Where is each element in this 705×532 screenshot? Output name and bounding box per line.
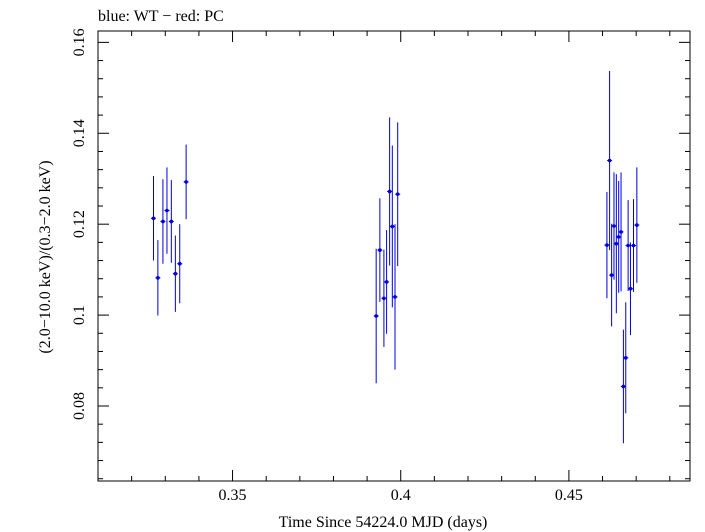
- point-marker: [169, 219, 174, 224]
- point-marker: [631, 243, 636, 248]
- data-point: [377, 198, 383, 302]
- point-marker: [161, 219, 165, 224]
- data-point: [177, 224, 183, 304]
- data-point: [607, 71, 613, 251]
- data-point: [616, 181, 622, 293]
- point-marker: [390, 224, 395, 229]
- point-marker: [177, 261, 182, 266]
- x-tick-label: 0.4: [391, 487, 411, 504]
- point-marker: [382, 296, 386, 301]
- y-tick-label: 0.14: [71, 119, 88, 147]
- data-point: [618, 172, 624, 292]
- data-point: [613, 174, 619, 314]
- y-tick-label: 0.1: [71, 305, 88, 325]
- plot-frame: [97, 30, 691, 482]
- point-marker: [374, 314, 378, 318]
- chart-title: blue: WT − red: PC: [98, 8, 224, 25]
- y-tick-label: 0.08: [71, 392, 88, 420]
- point-marker: [616, 235, 621, 239]
- data-point: [634, 167, 640, 283]
- point-marker: [607, 158, 612, 163]
- point-marker: [605, 243, 609, 247]
- y-axis-label: (2.0−10.0 keV)/(0.3−2.0 keV): [37, 160, 54, 353]
- x-axis-label: Time Since 54224.0 MJD (days): [279, 514, 488, 531]
- data-point: [604, 191, 610, 299]
- data-point: [630, 199, 636, 292]
- data-point: [384, 230, 390, 334]
- data-point: [611, 172, 617, 280]
- point-marker: [635, 223, 639, 227]
- point-marker: [173, 271, 178, 276]
- point-marker: [609, 273, 614, 277]
- point-marker: [614, 241, 619, 246]
- point-marker: [387, 189, 392, 194]
- point-marker: [626, 243, 630, 248]
- data-points: [151, 71, 640, 444]
- data-point: [395, 122, 401, 266]
- data-point: [392, 224, 398, 370]
- x-tick-label: 0.35: [219, 487, 247, 504]
- point-marker: [612, 224, 616, 228]
- y-tick-label: 0.12: [71, 210, 88, 238]
- point-marker: [184, 180, 188, 184]
- point-marker: [623, 356, 628, 360]
- data-point: [381, 249, 387, 347]
- point-marker: [151, 216, 156, 221]
- y-axis-ticks: 0.08 0.1 0.12 0.14 0.16: [71, 28, 690, 480]
- data-point: [387, 117, 393, 266]
- x-tick-label: 0.45: [555, 487, 583, 504]
- data-point: [373, 248, 379, 384]
- y-tick-label: 0.16: [71, 28, 88, 56]
- point-marker: [384, 280, 389, 284]
- data-point: [155, 240, 161, 316]
- data-point: [164, 167, 170, 254]
- data-point: [609, 223, 615, 327]
- data-point: [168, 180, 174, 263]
- data-point: [160, 179, 166, 264]
- point-marker: [628, 286, 633, 291]
- data-point: [151, 176, 156, 261]
- point-marker: [156, 276, 160, 280]
- point-marker: [619, 230, 623, 234]
- data-point: [172, 235, 178, 312]
- x-axis-ticks: 0.35 0.4 0.45: [97, 31, 671, 504]
- data-point: [625, 200, 631, 291]
- point-marker: [378, 248, 382, 252]
- data-point: [389, 145, 395, 308]
- point-marker: [165, 208, 169, 213]
- point-marker: [395, 192, 400, 196]
- point-marker: [393, 295, 397, 299]
- data-point: [627, 242, 633, 336]
- data-point: [620, 329, 626, 444]
- point-marker: [621, 384, 626, 389]
- data-point: [183, 144, 189, 220]
- data-point: [623, 302, 629, 414]
